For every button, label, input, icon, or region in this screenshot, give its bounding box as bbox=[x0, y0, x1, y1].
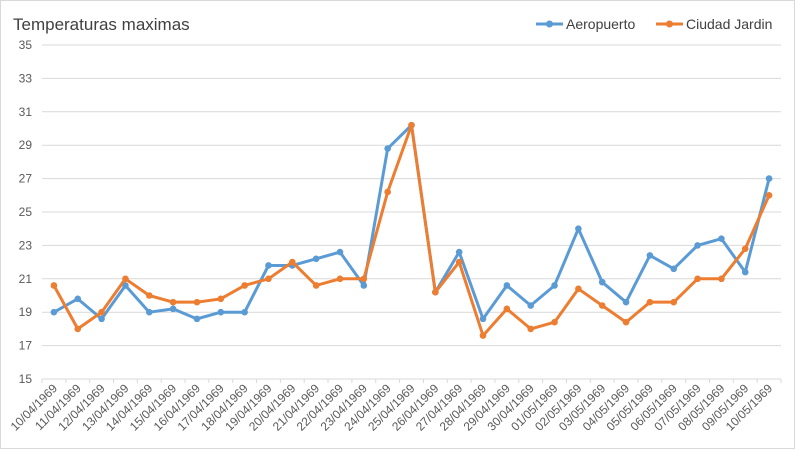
data-point-aeropuerto bbox=[122, 282, 129, 289]
y-tick-label: 23 bbox=[19, 238, 33, 252]
data-point-aeropuerto bbox=[598, 278, 606, 286]
data-point-aeropuerto bbox=[360, 282, 368, 289]
data-point-aeropuerto bbox=[384, 145, 391, 152]
data-point-aeropuerto bbox=[193, 315, 201, 323]
data-point-aeropuerto bbox=[694, 242, 701, 249]
gridlines bbox=[42, 44, 781, 347]
data-point-aeropuerto bbox=[551, 282, 558, 289]
data-point-aeropuerto bbox=[74, 295, 82, 303]
legend-marker-ciudad-jardin bbox=[666, 20, 673, 28]
data-point-aeropuerto bbox=[765, 175, 773, 182]
data-point-ciudad-jardin bbox=[217, 295, 225, 303]
data-point-aeropuerto bbox=[503, 282, 511, 289]
chart-title: Temperaturas maximas bbox=[13, 15, 190, 34]
data-point-aeropuerto bbox=[169, 305, 177, 313]
data-point-ciudad-jardin bbox=[670, 298, 678, 306]
data-point-aeropuerto bbox=[145, 308, 153, 316]
legend-label-ciudad-jardin: Ciudad Jardin bbox=[686, 16, 772, 32]
data-point-ciudad-jardin bbox=[241, 282, 248, 289]
y-tick-label: 29 bbox=[19, 138, 33, 152]
y-tick-label: 25 bbox=[19, 205, 33, 219]
y-tick-label: 21 bbox=[19, 272, 33, 286]
legend-marker-aeropuerto bbox=[546, 20, 553, 28]
y-tick-label: 27 bbox=[19, 172, 33, 186]
data-point-ciudad-jardin bbox=[336, 275, 344, 283]
data-point-ciudad-jardin bbox=[575, 285, 582, 293]
legend-label-aeropuerto: Aeropuerto bbox=[566, 16, 635, 32]
data-point-ciudad-jardin bbox=[718, 275, 725, 283]
data-point-aeropuerto bbox=[50, 308, 58, 316]
data-point-aeropuerto bbox=[670, 265, 678, 273]
data-point-ciudad-jardin bbox=[169, 298, 177, 306]
data-point-ciudad-jardin bbox=[145, 292, 153, 299]
data-point-ciudad-jardin bbox=[408, 121, 415, 129]
y-tick-label: 31 bbox=[19, 105, 33, 119]
data-point-ciudad-jardin bbox=[384, 188, 391, 196]
data-point-ciudad-jardin bbox=[551, 318, 558, 326]
y-tick-label: 35 bbox=[19, 38, 33, 52]
data-point-aeropuerto bbox=[718, 235, 725, 243]
series-layer bbox=[50, 121, 773, 339]
data-point-ciudad-jardin bbox=[455, 258, 463, 266]
data-point-ciudad-jardin bbox=[503, 305, 511, 313]
data-point-aeropuerto bbox=[98, 315, 105, 323]
data-point-ciudad-jardin bbox=[622, 318, 630, 326]
data-point-ciudad-jardin bbox=[289, 258, 296, 266]
data-point-aeropuerto bbox=[455, 248, 463, 256]
data-point-ciudad-jardin bbox=[265, 275, 272, 283]
y-tick-label: 19 bbox=[19, 305, 33, 319]
data-point-ciudad-jardin bbox=[741, 245, 749, 253]
data-point-aeropuerto bbox=[479, 315, 487, 323]
data-point-ciudad-jardin bbox=[193, 298, 201, 306]
data-point-aeropuerto bbox=[527, 302, 534, 309]
data-point-aeropuerto bbox=[575, 225, 582, 232]
y-tick-label: 17 bbox=[19, 339, 33, 353]
data-point-ciudad-jardin bbox=[432, 288, 439, 296]
data-point-ciudad-jardin bbox=[765, 192, 773, 199]
data-point-ciudad-jardin bbox=[479, 332, 487, 339]
data-point-ciudad-jardin bbox=[646, 298, 654, 306]
data-point-ciudad-jardin bbox=[360, 275, 368, 283]
data-point-aeropuerto bbox=[265, 262, 272, 269]
data-point-ciudad-jardin bbox=[312, 282, 320, 289]
data-point-ciudad-jardin bbox=[527, 325, 534, 333]
data-point-ciudad-jardin bbox=[122, 275, 129, 283]
data-point-aeropuerto bbox=[336, 248, 344, 256]
data-point-ciudad-jardin bbox=[598, 302, 606, 309]
data-point-aeropuerto bbox=[741, 268, 749, 276]
legend-entry-aeropuerto: Aeropuerto bbox=[536, 16, 635, 32]
legend: Aeropuerto Ciudad Jardin bbox=[536, 16, 772, 32]
y-axis-ticks: 15 17 19 21 23 25 27 29 31 33 35 bbox=[19, 38, 33, 386]
data-point-ciudad-jardin bbox=[694, 275, 701, 283]
data-point-aeropuerto bbox=[217, 308, 225, 316]
data-point-ciudad-jardin bbox=[50, 282, 58, 289]
data-point-aeropuerto bbox=[646, 252, 654, 259]
data-point-aeropuerto bbox=[241, 308, 248, 316]
y-tick-label: 33 bbox=[19, 71, 33, 85]
data-point-ciudad-jardin bbox=[74, 325, 82, 333]
data-point-aeropuerto bbox=[312, 255, 320, 263]
data-point-ciudad-jardin bbox=[98, 308, 105, 316]
y-tick-label: 15 bbox=[19, 372, 33, 386]
legend-entry-ciudad-jardin: Ciudad Jardin bbox=[656, 16, 772, 32]
data-point-aeropuerto bbox=[622, 298, 630, 306]
